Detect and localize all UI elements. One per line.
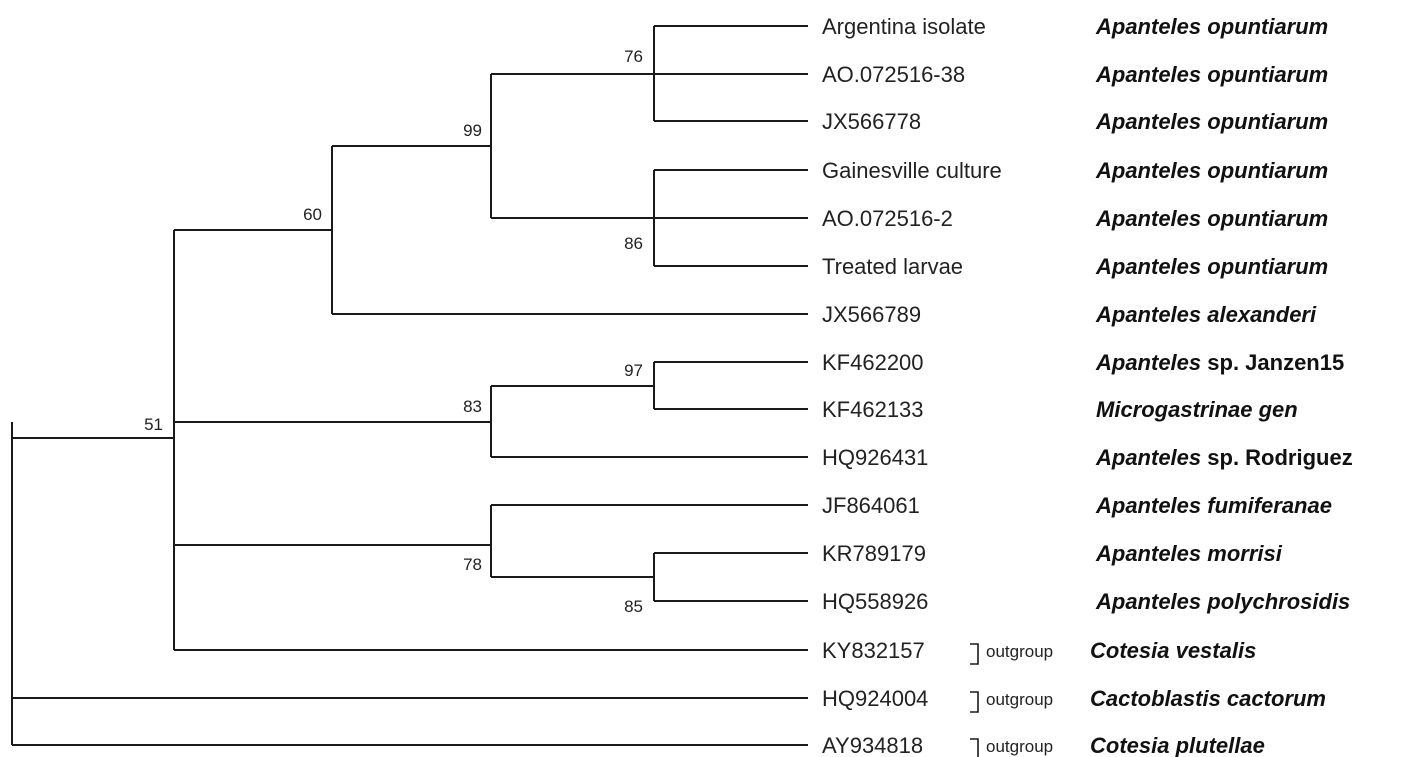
species-label: Cotesia vestalis <box>1090 638 1256 663</box>
taxon-label: KY832157 <box>822 638 925 663</box>
species-qualifier: sp. Rodriguez <box>1201 445 1353 470</box>
taxon-label: AO.072516-38 <box>822 62 965 87</box>
bootstrap-support-86: 86 <box>624 234 643 253</box>
taxon-label: Gainesville culture <box>822 158 1002 183</box>
species-label: Apanteles opuntiarum <box>1095 62 1328 87</box>
species-name: Apanteles opuntiarum <box>1095 14 1328 39</box>
species-label: Cactoblastis cactorum <box>1090 686 1326 711</box>
species-name: Apanteles alexanderi <box>1095 302 1317 327</box>
species-label: Apanteles sp. Janzen15 <box>1095 350 1344 375</box>
species-label: Apanteles polychrosidis <box>1095 589 1350 614</box>
bootstrap-support-60: 60 <box>303 205 322 224</box>
taxon-label: KF462200 <box>822 350 924 375</box>
outgroup-label: outgroup <box>986 737 1053 756</box>
bootstrap-support-51: 51 <box>144 415 163 434</box>
outgroup-bracket <box>970 738 979 757</box>
outgroup-bracket <box>970 643 979 665</box>
taxon-label: Argentina isolate <box>822 14 986 39</box>
taxon-label: KF462133 <box>822 397 924 422</box>
species-name: Apanteles opuntiarum <box>1095 62 1328 87</box>
outgroup-bracket <box>970 691 979 713</box>
taxon-label: HQ558926 <box>822 589 928 614</box>
tree-labels: 76 86 99 60 97 83 85 78 51 Argentina isolate Apant… <box>144 14 1353 757</box>
species-name: Apanteles <box>1095 350 1201 375</box>
species-name: Apanteles opuntiarum <box>1095 206 1328 231</box>
taxon-label: JF864061 <box>822 493 920 518</box>
taxon-label: AY934818 <box>822 733 923 757</box>
species-name: Cotesia vestalis <box>1090 638 1256 663</box>
species-name: Cactoblastis cactorum <box>1090 686 1326 711</box>
species-label: Apanteles morrisi <box>1095 541 1283 566</box>
bootstrap-support-85: 85 <box>624 597 643 616</box>
outgroup-label: outgroup <box>986 690 1053 709</box>
species-label: Apanteles opuntiarum <box>1095 14 1328 39</box>
species-qualifier: sp. Janzen15 <box>1201 350 1344 375</box>
taxon-label: HQ926431 <box>822 445 928 470</box>
species-name: Apanteles opuntiarum <box>1095 254 1328 279</box>
tree-branches <box>11 25 808 746</box>
bootstrap-support-99: 99 <box>463 121 482 140</box>
species-name: Apanteles opuntiarum <box>1095 109 1328 134</box>
bootstrap-support-76: 76 <box>624 47 643 66</box>
bootstrap-support-78: 78 <box>463 555 482 574</box>
taxon-label: Treated larvae <box>822 254 963 279</box>
taxon-label: JX566789 <box>822 302 921 327</box>
outgroup-label: outgroup <box>986 642 1053 661</box>
species-label: Apanteles opuntiarum <box>1095 206 1328 231</box>
species-name: Apanteles polychrosidis <box>1095 589 1350 614</box>
species-name: Apanteles fumiferanae <box>1095 493 1332 518</box>
species-name: Cotesia plutellae <box>1090 733 1265 757</box>
species-name: Apanteles opuntiarum <box>1095 158 1328 183</box>
species-label: Apanteles opuntiarum <box>1095 109 1328 134</box>
species-name: Apanteles <box>1095 445 1201 470</box>
species-label: Apanteles alexanderi <box>1095 302 1317 327</box>
species-name: Microgastrinae gen <box>1096 397 1298 422</box>
species-label: Apanteles opuntiarum <box>1095 254 1328 279</box>
species-label: Microgastrinae gen <box>1096 397 1298 422</box>
bootstrap-support-83: 83 <box>463 397 482 416</box>
taxon-label: KR789179 <box>822 541 926 566</box>
taxon-label: HQ924004 <box>822 686 928 711</box>
taxon-label: AO.072516-2 <box>822 206 953 231</box>
species-label: Apanteles sp. Rodriguez <box>1095 445 1353 470</box>
species-label: Cotesia plutellae <box>1090 733 1265 757</box>
taxon-label: JX566778 <box>822 109 921 134</box>
species-name: Apanteles morrisi <box>1095 541 1283 566</box>
species-label: Apanteles fumiferanae <box>1095 493 1332 518</box>
species-label: Apanteles opuntiarum <box>1095 158 1328 183</box>
bootstrap-support-97: 97 <box>624 361 643 380</box>
